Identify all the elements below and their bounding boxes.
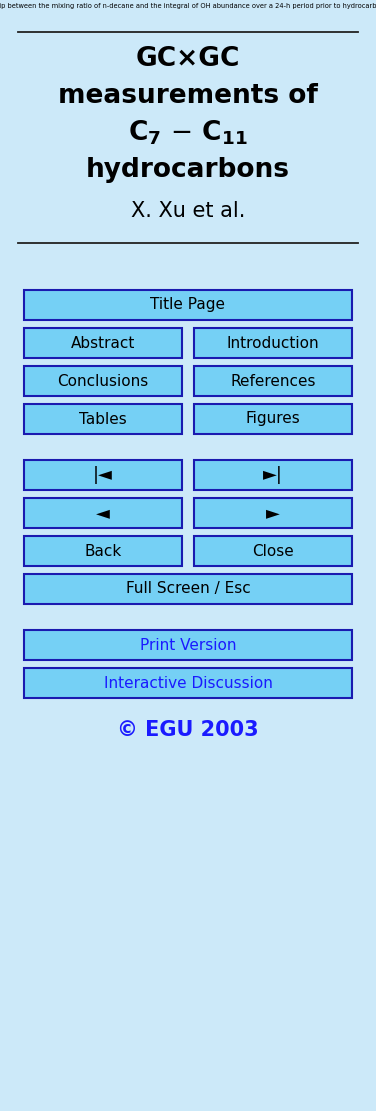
Text: Title Page: Title Page (150, 298, 226, 312)
Text: Back: Back (84, 543, 121, 559)
FancyBboxPatch shape (24, 460, 182, 490)
FancyBboxPatch shape (24, 290, 352, 320)
FancyBboxPatch shape (24, 366, 182, 396)
Text: $\mathbf{C_7}$ $-$ $\mathbf{C_{11}}$: $\mathbf{C_7}$ $-$ $\mathbf{C_{11}}$ (128, 119, 248, 148)
Text: GC×GC: GC×GC (136, 46, 240, 72)
FancyBboxPatch shape (194, 404, 352, 434)
Text: Conclusions: Conclusions (58, 373, 149, 389)
Text: © EGU 2003: © EGU 2003 (117, 720, 259, 740)
Text: hydrocarbons: hydrocarbons (86, 157, 290, 183)
FancyBboxPatch shape (194, 536, 352, 565)
Text: measurements of: measurements of (58, 83, 318, 109)
Text: ►|: ►| (263, 466, 283, 484)
FancyBboxPatch shape (24, 630, 352, 660)
Text: Introduction: Introduction (227, 336, 319, 350)
Text: |◄: |◄ (93, 466, 113, 484)
FancyBboxPatch shape (24, 328, 182, 358)
Text: Interactive Discussion: Interactive Discussion (103, 675, 273, 691)
Text: Abstract: Abstract (71, 336, 135, 350)
FancyBboxPatch shape (24, 536, 182, 565)
FancyBboxPatch shape (194, 366, 352, 396)
FancyBboxPatch shape (194, 328, 352, 358)
Text: Close: Close (252, 543, 294, 559)
Text: X. Xu et al.: X. Xu et al. (131, 201, 245, 221)
Text: ►: ► (266, 504, 280, 522)
Text: References: References (230, 373, 316, 389)
Text: Full Screen / Esc: Full Screen / Esc (126, 581, 250, 597)
FancyBboxPatch shape (24, 498, 182, 528)
FancyBboxPatch shape (194, 498, 352, 528)
Text: Fig. 4. Relationship between the mixing ratio of n-decane and the integral of OH: Fig. 4. Relationship between the mixing … (0, 3, 376, 9)
FancyBboxPatch shape (194, 460, 352, 490)
Text: Figures: Figures (246, 411, 300, 427)
FancyBboxPatch shape (24, 574, 352, 604)
Text: Tables: Tables (79, 411, 127, 427)
FancyBboxPatch shape (24, 404, 182, 434)
FancyBboxPatch shape (24, 668, 352, 698)
Text: Print Version: Print Version (140, 638, 236, 652)
Text: ◄: ◄ (96, 504, 110, 522)
